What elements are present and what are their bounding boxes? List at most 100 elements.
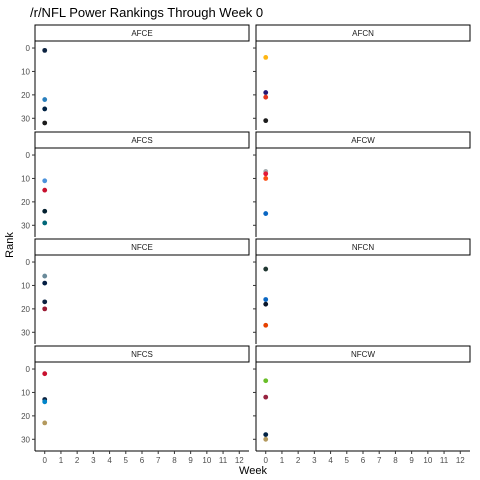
data-point (263, 301, 269, 307)
y-tick-label: 30 (21, 435, 30, 444)
x-tick-label: 2 (75, 456, 80, 465)
data-point (42, 187, 48, 193)
data-point (42, 208, 48, 214)
facet-afcn: AFCN (253, 24, 471, 130)
data-point (263, 297, 269, 302)
x-tick-label: 4 (107, 456, 112, 465)
facet-afcw: AFCW (253, 131, 471, 237)
data-point (42, 97, 48, 102)
y-tick-label: 30 (21, 328, 30, 337)
data-point (263, 394, 269, 400)
x-tick-label: 1 (59, 456, 64, 465)
chart-title: /r/NFL Power Rankings Through Week 0 (30, 5, 263, 20)
data-point (263, 322, 269, 328)
facet-strip-label: NFCE (131, 243, 153, 252)
x-tick-label: 12 (456, 456, 465, 465)
data-point (42, 178, 48, 184)
facet-strip-label: AFCN (352, 29, 374, 38)
facet-strip (34, 345, 250, 363)
x-tick-label: 3 (312, 456, 317, 465)
facet-afce: AFCE 0 10 20 30 (21, 24, 250, 130)
y-tick-label: 10 (21, 281, 30, 290)
y-tick-label: 30 (21, 114, 30, 123)
x-tick-label: 0 (43, 456, 48, 465)
y-tick-label: 0 (26, 44, 31, 53)
facet-afcs: AFCS 0 10 20 30 (21, 131, 250, 237)
x-tick-label: 11 (219, 456, 228, 465)
y-tick-label: 0 (26, 365, 31, 374)
x-tick-label: 5 (345, 456, 350, 465)
facet-strip (34, 24, 250, 42)
x-tick-label: 3 (91, 456, 96, 465)
x-tick-label: 7 (377, 456, 382, 465)
data-point (42, 399, 48, 405)
data-point (42, 120, 48, 126)
data-point (42, 306, 48, 312)
data-point (42, 106, 48, 112)
facet-strip-label: AFCE (131, 29, 152, 38)
x-tick-label: 6 (361, 456, 366, 465)
data-point (263, 94, 269, 100)
data-point (263, 432, 269, 438)
y-tick-label: 20 (21, 91, 30, 100)
data-point (42, 280, 48, 286)
data-point (42, 371, 48, 377)
y-tick-label: 10 (21, 67, 30, 76)
data-point (263, 266, 269, 272)
x-tick-label: 9 (188, 456, 193, 465)
data-point (263, 118, 269, 124)
facet-strip (255, 345, 471, 363)
data-point (263, 171, 269, 177)
y-tick-label: 10 (21, 388, 30, 397)
x-tick-label: 9 (409, 456, 414, 465)
x-axis-title: Week (239, 465, 267, 477)
y-tick-label: 0 (26, 151, 31, 160)
facet-strip-label: NFCW (351, 350, 375, 359)
x-tick-label: 5 (124, 456, 129, 465)
data-point (42, 220, 48, 226)
facet-strip-label: NFCS (131, 350, 153, 359)
x-tick-label: 2 (296, 456, 301, 465)
data-point (263, 378, 269, 384)
facet-strip (255, 131, 471, 149)
facet-strip-label: AFCS (131, 136, 152, 145)
data-point (42, 47, 48, 53)
x-tick-label: 6 (140, 456, 145, 465)
data-point (42, 420, 48, 426)
data-point (263, 90, 269, 95)
y-tick-label: 20 (21, 412, 30, 421)
x-tick-label: 10 (202, 456, 211, 465)
y-tick-label: 20 (21, 305, 30, 314)
data-point (42, 299, 48, 305)
y-tick-label: 30 (21, 221, 30, 230)
x-tick-label: 10 (423, 456, 432, 465)
facet-nfcn: NFCN (253, 238, 471, 344)
x-tick-label: 8 (393, 456, 398, 465)
x-tick-label: 7 (156, 456, 161, 465)
facet-strip (34, 238, 250, 256)
facet-strip-label: NFCN (352, 243, 374, 252)
x-tick-label: 0 (264, 456, 269, 465)
data-point (263, 176, 269, 181)
x-tick-label: 8 (172, 456, 177, 465)
facet-strip (34, 131, 250, 149)
facet-strip (255, 24, 471, 42)
data-point (263, 436, 269, 442)
y-tick-label: 0 (26, 258, 31, 267)
y-tick-label: 20 (21, 198, 30, 207)
y-axis-title: Rank (4, 232, 16, 258)
data-point (42, 273, 48, 279)
x-tick-label: 4 (328, 456, 333, 465)
facet-strip-label: AFCW (351, 136, 375, 145)
x-tick-label: 11 (440, 456, 449, 465)
x-tick-label: 1 (280, 456, 285, 465)
facet-nfce: NFCE 0 10 20 30 (21, 238, 250, 344)
data-point (263, 54, 269, 60)
x-tick-label: 12 (235, 456, 244, 465)
y-tick-label: 10 (21, 174, 30, 183)
facet-strip (255, 238, 471, 256)
facet-panels: AFCE0102030AFCNAFCS0102030AFCWNFCE010203… (21, 24, 471, 465)
